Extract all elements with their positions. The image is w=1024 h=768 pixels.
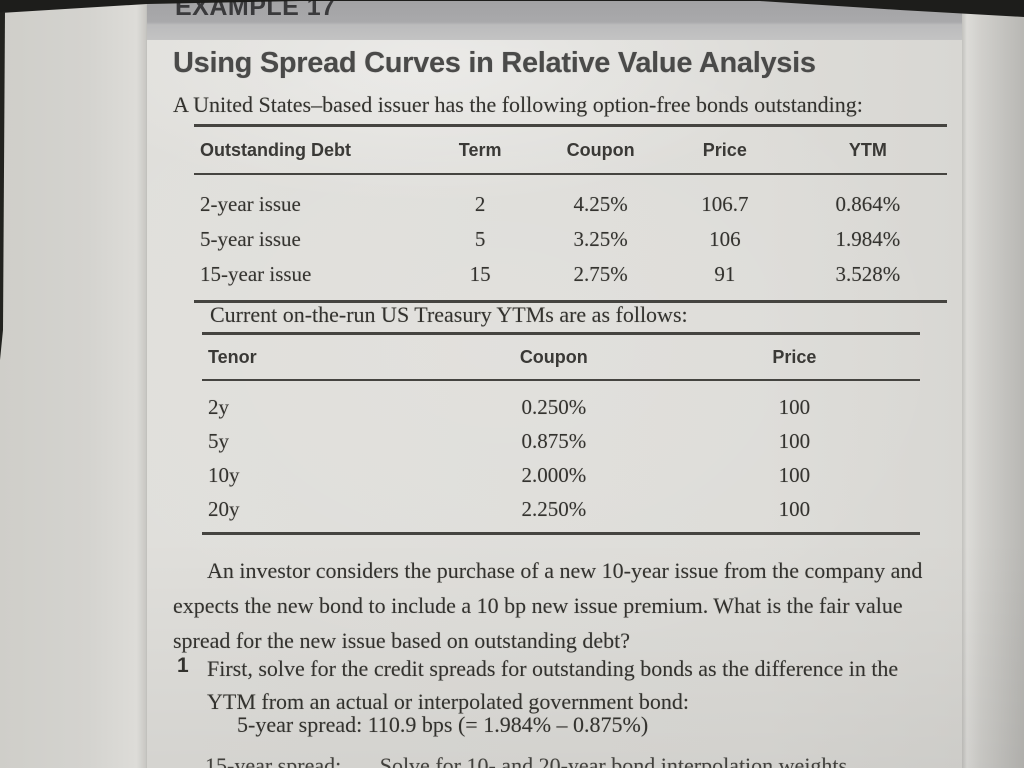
cell: 0.250%	[521, 394, 587, 419]
table-row: 5-year issue 5 3.25% 106 1.984%	[194, 222, 947, 257]
table-row: 10y 2.000% 100	[202, 458, 920, 492]
step-number: 1	[177, 654, 189, 677]
page-right-fold	[962, 0, 1024, 768]
header-cell: Coupon	[519, 346, 588, 367]
treasury-table: Tenor Coupon Price 2y 0.250% 100 5y 0.87…	[202, 332, 920, 535]
cell: 2-year issue	[200, 192, 301, 216]
cell: 10y	[208, 462, 240, 487]
table-row: 5y 0.875% 100	[202, 424, 920, 458]
cell: 106	[709, 227, 741, 251]
example-header-bar: EXAMPLE 17	[147, 0, 962, 40]
header-cell: Price	[702, 139, 747, 160]
table-row: 20y 2.250% 100	[202, 492, 920, 526]
cell: 100	[778, 394, 811, 419]
question-paragraph: An investor considers the purchase of a …	[173, 558, 923, 653]
header-cell: Term	[458, 139, 502, 160]
cell: 5y	[208, 428, 229, 453]
step-text: First, solve for the credit spreads for …	[207, 656, 899, 714]
table-rule	[194, 300, 947, 303]
cell: 100	[778, 462, 811, 487]
cell: 15-year issue	[200, 262, 312, 286]
table-row: 15-year issue 15 2.75% 91 3.528%	[194, 257, 947, 292]
bonds-table: Outstanding Debt Term Coupon Price YTM 2…	[194, 124, 947, 303]
example-label: EXAMPLE 17	[175, 0, 336, 21]
table-row: 2y 0.250% 100	[202, 390, 920, 424]
header-cell: Outstanding Debt	[200, 139, 351, 160]
five-year-spread-line: 5-year spread: 110.9 bps (= 1.984% – 0.8…	[237, 712, 649, 737]
table-rule	[202, 532, 920, 535]
header-cell: YTM	[848, 139, 887, 160]
header-cell: Price	[772, 346, 817, 367]
table-rule	[202, 332, 920, 335]
page-surface	[147, 0, 1024, 768]
cell: 0.864%	[835, 192, 901, 216]
cell: 100	[778, 496, 811, 521]
header-cell: Tenor	[208, 346, 257, 367]
cell: 3.528%	[835, 262, 901, 286]
treasury-intro: Current on-the-run US Treasury YTMs are …	[210, 302, 688, 327]
table-row: 2-year issue 2 4.25% 106.7 0.864%	[194, 187, 947, 222]
cell: 2.250%	[521, 496, 587, 521]
cell: 1.984%	[835, 227, 901, 251]
cell: 0.875%	[521, 428, 587, 453]
intro-paragraph: A United States–based issuer has the fol…	[173, 92, 863, 117]
page-title: Using Spread Curves in Relative Value An…	[173, 47, 816, 79]
cell: 4.25%	[573, 192, 628, 216]
cell: 2y	[208, 394, 229, 419]
cell: 91	[714, 262, 736, 286]
table-rule	[202, 379, 920, 381]
cell: 3.25%	[573, 227, 628, 251]
adjacent-page-margin	[0, 0, 147, 768]
cell: 100	[778, 428, 811, 453]
treasury-table-header-row: Tenor Coupon Price	[202, 335, 920, 379]
cell: 5	[474, 227, 486, 251]
cell: 106.7	[701, 192, 749, 216]
clipped-bottom-line: 15-year spread: …. Solve for 10- and 20-…	[205, 753, 853, 768]
bonds-table-header-row: Outstanding Debt Term Coupon Price YTM	[194, 127, 947, 173]
cell: 5-year issue	[200, 227, 301, 251]
cell: 2	[474, 192, 486, 216]
cell: 15	[469, 262, 491, 286]
header-cell: Coupon	[566, 139, 635, 160]
cell: 20y	[208, 496, 240, 521]
cell: 2.75%	[573, 262, 628, 286]
table-rule	[194, 173, 947, 175]
table-rule	[194, 124, 947, 127]
solution-step-1: 1 First, solve for the credit spreads fo…	[173, 652, 953, 718]
cell: 2.000%	[521, 462, 587, 487]
